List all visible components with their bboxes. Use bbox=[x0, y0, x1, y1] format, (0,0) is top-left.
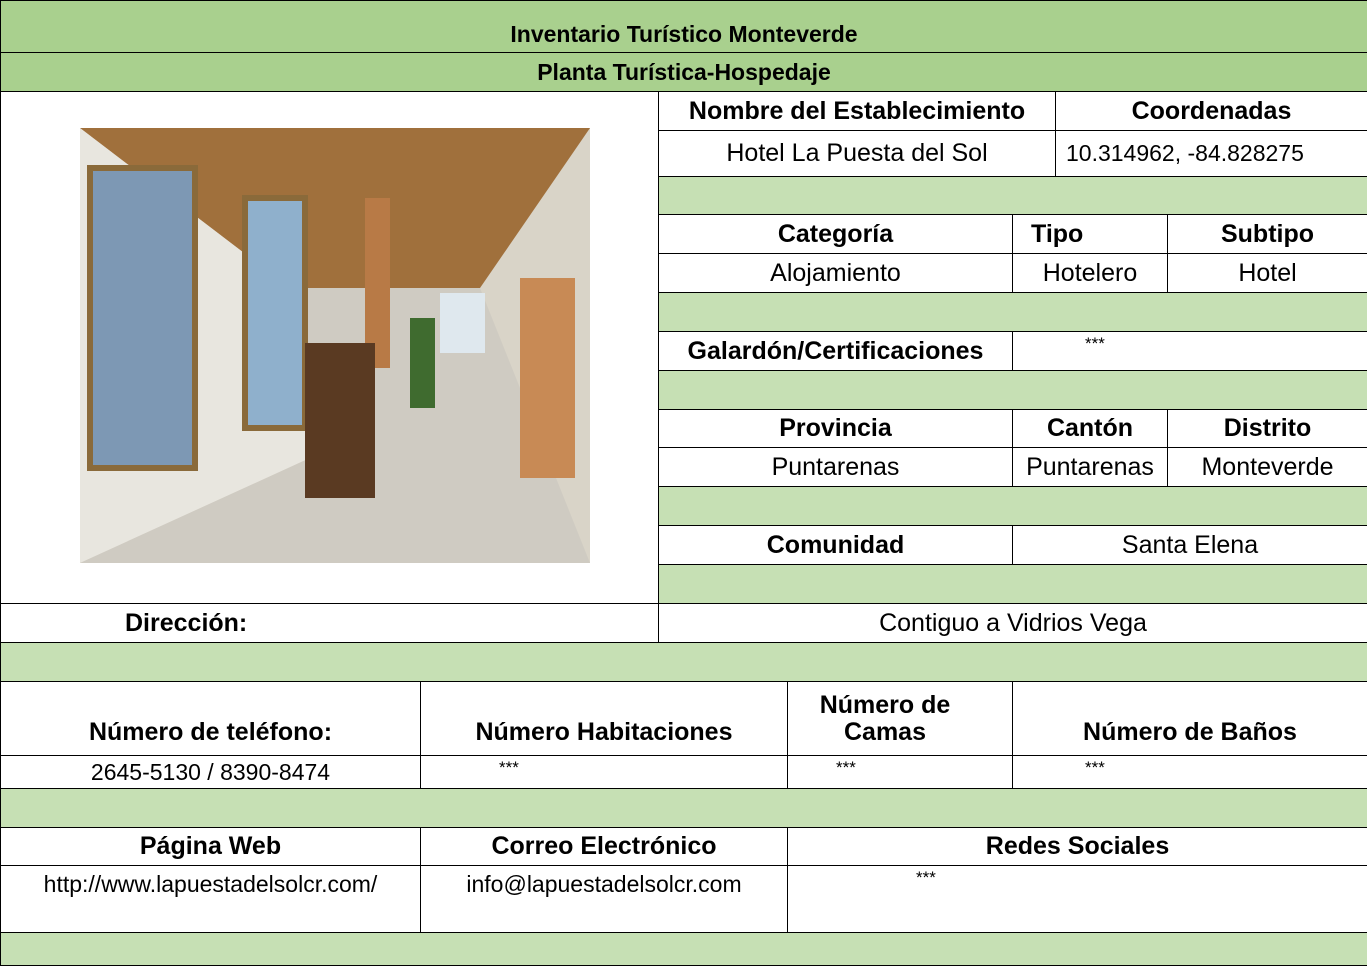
spacer bbox=[0, 788, 1367, 828]
value: *** bbox=[787, 865, 1367, 933]
subtitle: Planta Turística-Hospedaje bbox=[0, 52, 1367, 92]
label: Cantón bbox=[1012, 409, 1168, 448]
value: Alojamiento bbox=[658, 253, 1013, 293]
label: Dirección: bbox=[0, 603, 659, 643]
label: Comunidad bbox=[658, 525, 1013, 565]
spacer bbox=[658, 486, 1367, 526]
value: 2645-5130 / 8390-8474 bbox=[0, 755, 421, 789]
title: Inventario Turístico Monteverde bbox=[0, 0, 1367, 53]
value: http://www.lapuestadelsolcr.com/ bbox=[0, 865, 421, 933]
label: Página Web bbox=[0, 827, 421, 866]
spacer bbox=[658, 176, 1367, 215]
photo bbox=[80, 128, 590, 563]
photo-cell bbox=[0, 91, 659, 604]
label: Galardón/Certificaciones bbox=[658, 331, 1013, 371]
value: Puntarenas bbox=[1012, 447, 1168, 487]
label: Número Habitaciones bbox=[420, 681, 788, 756]
value: info@lapuestadelsolcr.com bbox=[420, 865, 788, 933]
value: *** bbox=[1012, 331, 1367, 371]
value: *** bbox=[787, 755, 1013, 789]
value: Santa Elena bbox=[1012, 525, 1367, 565]
label: Distrito bbox=[1167, 409, 1367, 448]
value: *** bbox=[420, 755, 788, 789]
value: *** bbox=[1012, 755, 1367, 789]
label: Categoría bbox=[658, 214, 1013, 254]
label: Subtipo bbox=[1167, 214, 1367, 254]
value: Contiguo a Vidrios Vega bbox=[658, 603, 1367, 643]
spacer bbox=[658, 370, 1367, 410]
label: Redes Sociales bbox=[787, 827, 1367, 866]
value: Hotel La Puesta del Sol bbox=[658, 130, 1056, 177]
spacer bbox=[658, 564, 1367, 604]
spacer bbox=[658, 292, 1367, 332]
spacer bbox=[0, 642, 1367, 682]
spacer bbox=[0, 932, 1367, 966]
label: Número de Camas bbox=[787, 681, 1013, 756]
value: Hotelero bbox=[1012, 253, 1168, 293]
value: Monteverde bbox=[1167, 447, 1367, 487]
label: Provincia bbox=[658, 409, 1013, 448]
label: Número de Baños bbox=[1012, 681, 1367, 756]
value: 10.314962, -84.828275 bbox=[1055, 130, 1367, 177]
value: Hotel bbox=[1167, 253, 1367, 293]
label: Nombre del Establecimiento bbox=[658, 91, 1056, 131]
label: Tipo bbox=[1012, 214, 1168, 254]
label: Correo Electrónico bbox=[420, 827, 788, 866]
label: Coordenadas bbox=[1055, 91, 1367, 131]
label: Número de teléfono: bbox=[0, 681, 421, 756]
value: Puntarenas bbox=[658, 447, 1013, 487]
